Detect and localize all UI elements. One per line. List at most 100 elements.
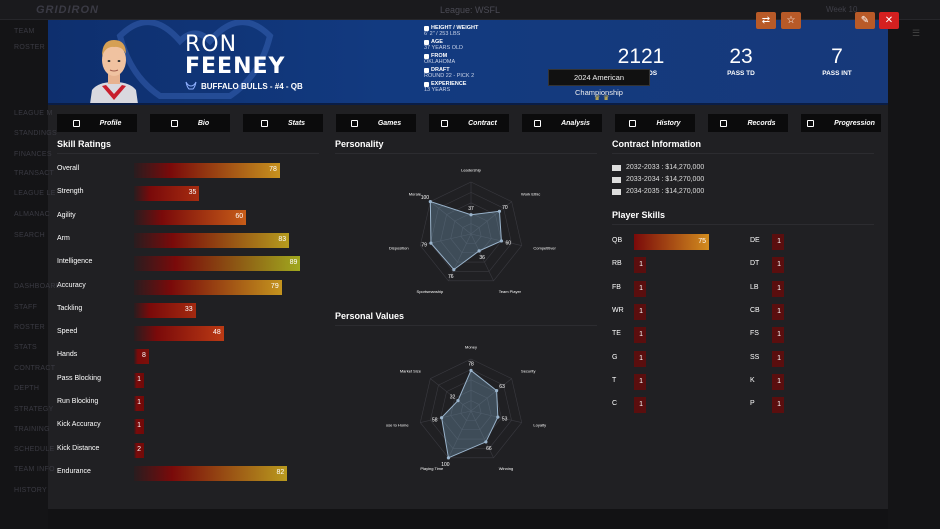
- info-item: FROM OKLAHOMA: [424, 53, 455, 65]
- skill-name: Strength: [57, 188, 84, 196]
- radar-point: [497, 209, 502, 213]
- sidebar-item[interactable]: LEAGUE M: [14, 110, 53, 117]
- contract-text: 2034-2035 : $14,270,000: [626, 188, 705, 195]
- sidebar-item[interactable]: TRANSACT: [14, 170, 55, 177]
- player-tabs: Profile Bio Stats Games Contract Analysis Hist…: [48, 114, 888, 132]
- radar-point: [477, 249, 481, 253]
- sidebar-item[interactable]: HISTORY: [14, 487, 47, 494]
- radar-spoke: [470, 233, 522, 246]
- week-label: Week 10: [826, 5, 858, 14]
- sidebar-item[interactable]: TEAM INFO: [14, 466, 55, 473]
- skill-value: 78: [269, 166, 277, 173]
- sidebar-item[interactable]: TEAM: [14, 28, 35, 35]
- tab-contract[interactable]: Contract: [429, 114, 509, 132]
- radar-point: [446, 456, 451, 460]
- info-value: 13 YEARS: [424, 87, 451, 93]
- radar-value: 60: [505, 241, 511, 247]
- sidebar-item[interactable]: CONTRACT: [14, 365, 56, 372]
- position-label: C: [612, 400, 618, 408]
- skill-bar: 82: [134, 465, 288, 481]
- radar-axis-label: Close to Home: [386, 423, 409, 428]
- info-value: 37 YEARS OLD: [424, 45, 464, 51]
- position-skill-value: 1: [777, 307, 781, 315]
- radar-spoke: [420, 410, 472, 423]
- tab-label: Contract: [468, 119, 497, 127]
- contract-icon: [441, 119, 449, 127]
- sidebar-item[interactable]: STATS: [14, 344, 38, 351]
- radar-axis-label: Leadership: [461, 168, 482, 173]
- skill-value: 89: [289, 259, 298, 267]
- position-skill-bar: 1: [634, 350, 646, 367]
- position-skill-bar: 1: [772, 373, 784, 390]
- info-item: DRAFT ROUND 22 - PICK 2: [424, 67, 474, 79]
- skill-bar: 1: [134, 419, 144, 435]
- tab-profile[interactable]: Profile: [57, 114, 137, 132]
- contract-icon: [612, 164, 621, 171]
- position-skill-bar: 1: [772, 257, 784, 274]
- sidebar-item[interactable]: LEAGUE LE: [14, 190, 56, 197]
- tab-bio[interactable]: Bio: [150, 114, 230, 132]
- close-icon: ✕: [884, 15, 894, 26]
- player-header: RON FEENEY BUFFALO BULLS - #4 - QB HEIGH…: [48, 20, 888, 105]
- compare-button[interactable]: ⇄: [756, 12, 776, 29]
- sidebar-item[interactable]: DEPTH: [14, 385, 40, 392]
- sidebar-item[interactable]: STANDINGS: [14, 130, 58, 137]
- radar-area: [429, 200, 502, 271]
- info-item: EXPERIENCE 13 YEARS: [424, 81, 466, 93]
- tab-records[interactable]: Records: [708, 114, 788, 132]
- skill-row: Pass Blocking 1: [57, 372, 307, 388]
- position-label: P: [750, 400, 755, 408]
- sidebar-item[interactable]: SCHEDULE: [14, 446, 55, 453]
- progression-icon: [807, 119, 815, 127]
- sidebar-item[interactable]: STRATEGY: [14, 406, 54, 413]
- skill-value: 1: [137, 422, 141, 430]
- sidebar-item[interactable]: SEARCH: [14, 232, 45, 239]
- position-label: CB: [750, 306, 760, 314]
- position-skill-value: 1: [777, 238, 781, 245]
- favorite-button[interactable]: ☆: [781, 12, 801, 29]
- position-skill-value: 1: [777, 377, 781, 385]
- position-skill-value: 75: [698, 238, 706, 245]
- position-skill-value: 1: [777, 401, 781, 409]
- sidebar-item[interactable]: ALMANAC: [14, 211, 50, 218]
- sidebar-item[interactable]: FINANCES: [14, 151, 52, 158]
- tab-progression[interactable]: Progression: [801, 114, 881, 132]
- trophy-icon[interactable]: ♛: [594, 94, 600, 102]
- close-button[interactable]: ✕: [879, 12, 899, 29]
- skill-name: Intelligence: [57, 258, 93, 266]
- radar-spoke: [420, 233, 472, 246]
- sidebar-item[interactable]: STAFF: [14, 304, 38, 311]
- radar-value: 32: [450, 394, 456, 400]
- divider: [335, 325, 597, 326]
- radar-grid: [460, 223, 482, 244]
- edit-icon: ✎: [860, 15, 870, 26]
- skill-bar: 79: [134, 279, 282, 295]
- position-skill-row: QB 75: [612, 234, 732, 250]
- position-skill-value: 1: [639, 401, 643, 409]
- team-line-text: BUFFALO BULLS - #4 - QB: [201, 81, 303, 91]
- tab-games[interactable]: Games: [336, 114, 416, 132]
- tab-stats[interactable]: Stats: [243, 114, 323, 132]
- sidebar-item[interactable]: TRAINING: [14, 426, 50, 433]
- trophy-icon[interactable]: ♛: [603, 94, 609, 102]
- info-label-text: DRAFT: [431, 67, 450, 73]
- sidebar-item[interactable]: ROSTER: [14, 44, 45, 51]
- tab-analysis[interactable]: Analysis: [522, 114, 602, 132]
- menu-icon[interactable]: ☰: [912, 28, 921, 38]
- tab-history[interactable]: History: [615, 114, 695, 132]
- position-label: LB: [750, 283, 759, 291]
- radar-spoke: [470, 378, 512, 412]
- info-label: DRAFT: [424, 67, 474, 73]
- skill-row: Run Blocking 1: [57, 396, 307, 411]
- sidebar-item[interactable]: DASHBOARD: [14, 283, 62, 290]
- edit-button[interactable]: ✎: [855, 12, 875, 29]
- radar-point: [429, 241, 433, 245]
- skill-bar: 33: [134, 302, 196, 318]
- skill-name: Arm: [57, 234, 70, 242]
- skill-name: Kick Accuracy: [57, 421, 101, 429]
- position-skill-value: 1: [777, 284, 781, 292]
- info-label: EXPERIENCE: [424, 81, 466, 87]
- radar-grid: [419, 181, 523, 282]
- sidebar-item[interactable]: ROSTER: [14, 324, 45, 331]
